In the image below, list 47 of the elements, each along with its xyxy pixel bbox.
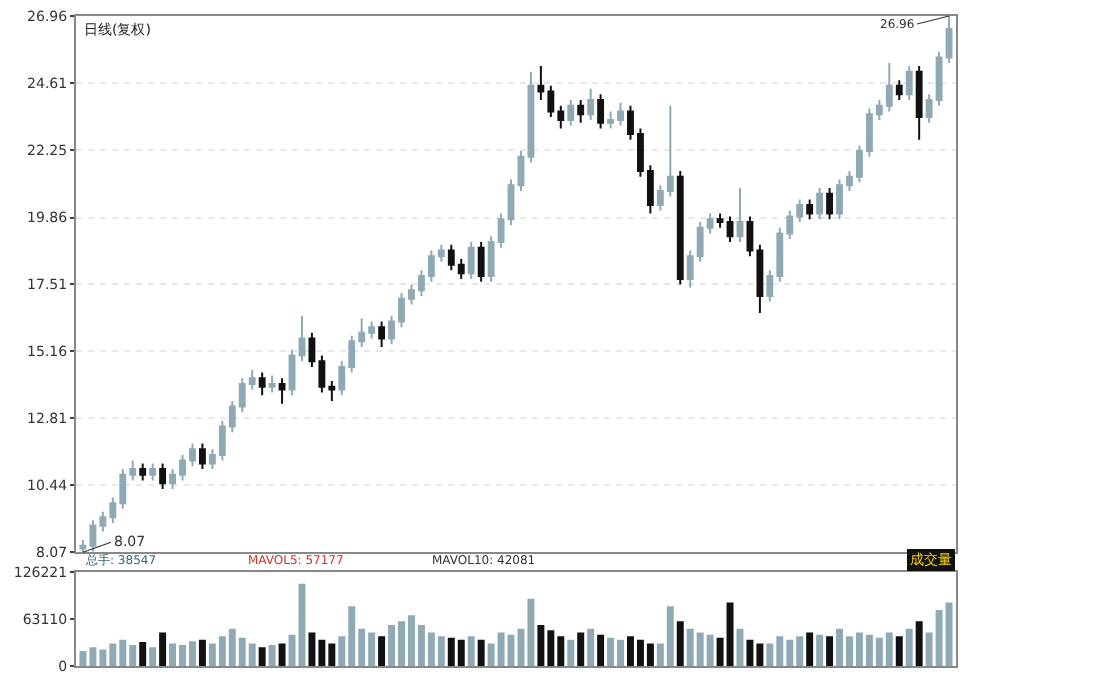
candlestick [288, 348, 296, 397]
bar [477, 639, 485, 666]
bar [278, 643, 286, 666]
bar [268, 645, 276, 666]
candlestick [139, 462, 147, 482]
bar [149, 647, 157, 666]
candlestick [826, 187, 834, 221]
candlestick [149, 462, 157, 482]
bar [258, 647, 266, 666]
bar [905, 628, 913, 666]
bar [159, 632, 167, 666]
candlestick [268, 374, 276, 394]
candlestick [467, 240, 475, 280]
bar [378, 636, 386, 666]
bar [806, 632, 814, 666]
bar [467, 636, 475, 666]
bar [915, 621, 923, 666]
bar [895, 636, 903, 666]
candlestick [577, 99, 585, 124]
candlestick [905, 64, 913, 102]
candlestick [517, 150, 525, 192]
bar [567, 639, 575, 666]
candlestick [378, 320, 386, 348]
candlestick [895, 79, 903, 102]
bar [676, 621, 684, 666]
candlestick [567, 99, 575, 127]
bar [816, 634, 824, 666]
candlestick [597, 93, 605, 130]
candlestick [258, 371, 266, 397]
bar [577, 632, 585, 666]
bar [597, 634, 605, 666]
candlestick [278, 377, 286, 405]
candlestick [527, 70, 535, 164]
candlestick [736, 187, 744, 243]
bar [139, 642, 147, 666]
candlestick [159, 462, 167, 490]
candlestick [915, 64, 923, 141]
candlestick [198, 442, 206, 471]
candlestick [816, 187, 824, 221]
candlestick [676, 170, 684, 286]
bar [198, 639, 206, 666]
bar [587, 628, 595, 666]
candlestick [298, 314, 306, 363]
candlestick [806, 198, 814, 221]
candlestick [587, 87, 595, 121]
bar [826, 636, 834, 666]
candlestick [477, 240, 485, 283]
